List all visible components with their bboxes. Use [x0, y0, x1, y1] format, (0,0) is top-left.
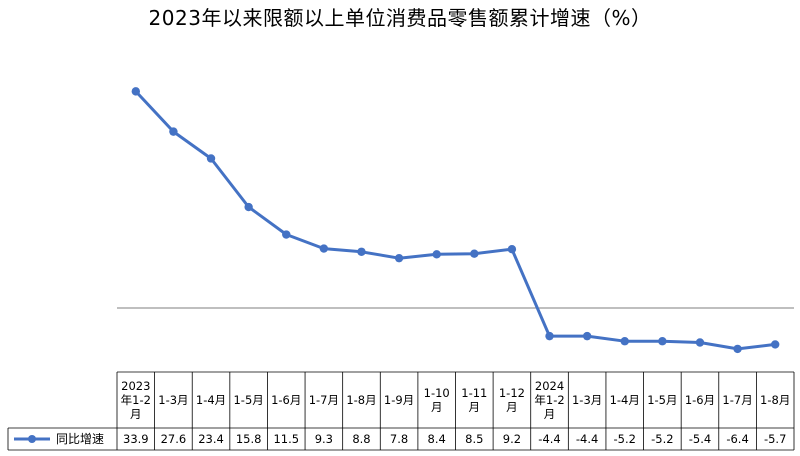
data-point [470, 249, 479, 258]
x-tick-label: 1-4月 [610, 393, 640, 407]
data-label: -4.4 [576, 432, 598, 446]
data-point [770, 340, 780, 349]
x-tick-label: 2024 [535, 379, 564, 393]
data-label: 33.9 [123, 432, 149, 446]
data-point [131, 87, 141, 96]
data-label: -4.4 [538, 432, 560, 446]
x-tick-label: 月 [506, 400, 518, 414]
data-point [432, 250, 441, 259]
data-point [658, 337, 667, 346]
data-label: 23.4 [198, 432, 224, 446]
data-point [695, 338, 705, 347]
data-label: -6.4 [726, 432, 748, 446]
x-tick-label: 1-10 [424, 386, 450, 400]
x-tick-label: 月 [544, 407, 556, 421]
data-label: 8.4 [428, 432, 446, 446]
x-tick-label: 月 [469, 400, 481, 414]
x-tick-label: 1-8月 [346, 393, 376, 407]
x-tick-label: 1-5月 [233, 393, 263, 407]
data-point [206, 154, 216, 163]
data-label: -5.4 [689, 432, 711, 446]
x-tick-label: 月 [130, 407, 142, 421]
x-tick-label: 1-8月 [760, 393, 790, 407]
x-tick-label: 1-11 [461, 386, 487, 400]
data-label: 9.2 [503, 432, 521, 446]
data-label: 27.6 [161, 432, 187, 446]
data-point [545, 331, 554, 341]
x-tick-label: 1-6月 [685, 393, 715, 407]
data-point [169, 127, 178, 136]
x-tick-label: 1-7月 [309, 393, 339, 407]
data-label: 8.5 [465, 432, 483, 446]
series-line [134, 90, 776, 351]
legend-marker [28, 435, 36, 443]
x-tick-label: 1-4月 [196, 393, 226, 407]
data-label: 11.5 [273, 432, 299, 446]
x-tick-label: 1-3月 [572, 393, 602, 407]
data-point [394, 253, 404, 263]
data-point [357, 247, 366, 256]
x-tick-label: 2023 [121, 379, 150, 393]
x-tick-label: 年1-2 [121, 393, 151, 407]
x-tick-label: 1-5月 [647, 393, 677, 407]
data-label: -5.2 [651, 432, 673, 446]
data-label: 7.8 [390, 432, 408, 446]
x-tick-label: 年1-2 [534, 393, 564, 407]
x-tick-label: 1-6月 [271, 393, 301, 407]
data-label: -5.7 [764, 432, 786, 446]
x-tick-label: 1-12 [499, 386, 525, 400]
data-point [319, 244, 329, 253]
data-label: 8.8 [352, 432, 370, 446]
data-point [282, 230, 291, 239]
x-tick-label: 1-9月 [384, 393, 414, 407]
data-label: 9.3 [315, 432, 333, 446]
data-point [733, 344, 742, 354]
data-point [620, 337, 629, 346]
data-point [244, 202, 253, 212]
data-point [507, 245, 517, 254]
chart-title: 2023年以来限额以上单位消费品零售额累计增速（%） [148, 6, 652, 30]
data-point [582, 331, 592, 341]
x-tick-label: 月 [431, 400, 443, 414]
x-tick-label: 1-7月 [722, 393, 752, 407]
legend-label: 同比增速 [56, 432, 104, 446]
series-layer [117, 87, 794, 354]
data-label: -5.2 [614, 432, 636, 446]
data-label: 15.8 [236, 432, 262, 446]
x-tick-label: 1-3月 [158, 393, 188, 407]
